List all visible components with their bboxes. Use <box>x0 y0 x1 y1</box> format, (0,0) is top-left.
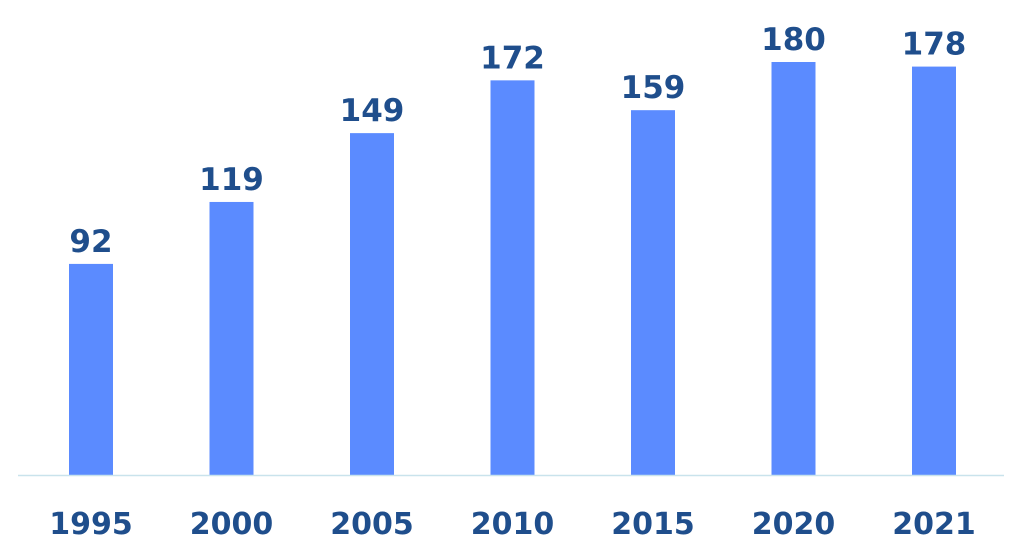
x-tick-labels-group: 1995 2000 2005 2010 2015 2020 2021 <box>49 507 976 542</box>
bar-2000 <box>209 201 254 475</box>
bar-2021 <box>912 66 956 475</box>
x-tick-label-2021: 2021 <box>892 507 976 542</box>
x-tick-label-2015: 2015 <box>611 507 695 542</box>
x-tick-label-1995: 1995 <box>49 507 133 542</box>
data-label-2010: 172 <box>480 40 545 76</box>
x-tick-label-2010: 2010 <box>471 507 555 542</box>
bar-2005 <box>350 133 394 475</box>
bar-2010 <box>490 80 535 475</box>
x-tick-label-2000: 2000 <box>190 507 274 542</box>
data-label-2021: 178 <box>902 27 967 63</box>
value-labels-group: 92 119 149 172 159 180 178 <box>69 22 966 260</box>
bars-group <box>69 62 956 475</box>
data-label-2020: 180 <box>761 22 826 58</box>
bar-2015 <box>631 110 675 475</box>
data-label-1995: 92 <box>69 224 112 260</box>
bar-2020 <box>771 62 816 475</box>
data-label-2005: 149 <box>340 93 405 129</box>
bar-1995 <box>69 263 113 475</box>
data-label-2000: 119 <box>199 162 264 198</box>
x-tick-label-2020: 2020 <box>752 507 836 542</box>
x-tick-label-2005: 2005 <box>330 507 414 542</box>
data-label-2015: 159 <box>621 70 686 106</box>
